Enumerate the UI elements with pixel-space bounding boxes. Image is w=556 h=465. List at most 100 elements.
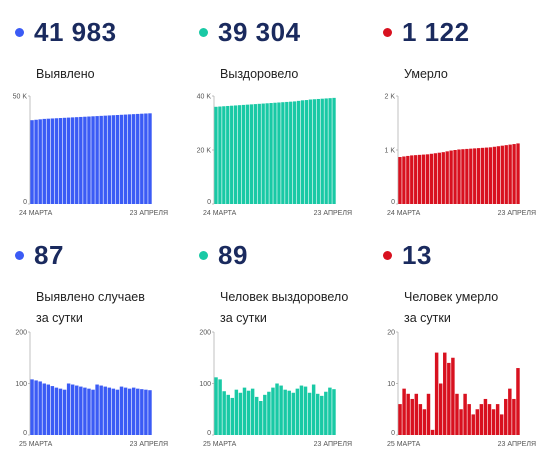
bar — [70, 384, 75, 435]
bar — [103, 115, 107, 204]
bar — [508, 388, 512, 435]
bar — [79, 116, 83, 204]
bar — [95, 116, 99, 204]
bar — [46, 384, 51, 435]
bar — [453, 150, 457, 204]
bar — [148, 390, 152, 435]
y-tick-label: 0 — [207, 199, 211, 206]
detected-chart: 0 50 K 24 МАРТА 23 АПРЕЛЯ — [13, 94, 168, 218]
detected-total: 41 983 — [34, 16, 117, 47]
bar — [473, 148, 477, 204]
bar — [483, 398, 488, 435]
bar — [107, 115, 112, 204]
bar — [488, 147, 493, 204]
detected-label: Выявлено — [36, 67, 95, 81]
bar — [463, 393, 467, 435]
bar — [226, 394, 230, 435]
bar — [457, 149, 461, 204]
bar — [324, 98, 328, 204]
y-tick-label: 40 K — [197, 94, 212, 101]
bar — [58, 388, 63, 435]
bar — [459, 409, 463, 435]
bar — [492, 146, 497, 204]
bar — [477, 148, 481, 204]
bar — [402, 156, 406, 204]
bar — [414, 393, 419, 435]
y-tick-label: 100 — [199, 381, 211, 388]
daily-detected-label: Выявлено случаев за сутки — [36, 290, 145, 325]
y-tick-label: 1 K — [384, 148, 395, 155]
y-tick-label: 0 — [23, 199, 27, 206]
x-end-label: 23 АПРЕЛЯ — [498, 441, 536, 448]
x-start-label: 24 МАРТА — [19, 210, 53, 217]
bar — [42, 383, 46, 435]
bar — [136, 113, 140, 204]
bar — [103, 386, 107, 435]
y-tick-label: 0 — [23, 430, 27, 437]
bar — [299, 385, 304, 435]
bar — [131, 387, 136, 435]
y-tick-label: 20 — [387, 330, 395, 337]
bar — [275, 383, 279, 435]
bar — [303, 386, 308, 435]
stat-header: 39 304 — [199, 17, 301, 47]
bar — [445, 151, 449, 204]
bar — [312, 99, 317, 204]
bar — [300, 100, 305, 204]
bar — [429, 153, 434, 204]
bar — [418, 404, 423, 435]
bar — [311, 384, 316, 435]
bar — [500, 145, 504, 204]
bar — [87, 388, 91, 435]
stat-header: 13 — [383, 240, 432, 270]
bar — [398, 157, 402, 204]
bar — [267, 391, 271, 435]
bar — [58, 118, 63, 204]
bar — [42, 118, 46, 204]
bar — [402, 388, 406, 435]
daily-deaths-total: 13 — [402, 239, 432, 270]
bar — [234, 389, 239, 435]
y-tick-label: 20 K — [197, 148, 212, 155]
panel-daily-deaths: 13 Человек умерло за сутки 0 10 20 25 МАРТА… — [383, 240, 556, 465]
bar — [253, 104, 257, 204]
bar — [242, 387, 247, 435]
stat-header: 1 122 — [383, 17, 470, 47]
bar — [38, 119, 42, 204]
bar — [148, 113, 152, 204]
deaths-total: 1 122 — [402, 16, 470, 47]
bar — [495, 404, 500, 435]
bar — [54, 387, 59, 435]
bar — [261, 103, 265, 204]
bar — [406, 155, 410, 204]
bar — [226, 105, 230, 204]
bar — [111, 115, 116, 204]
bar — [34, 380, 38, 435]
bar — [263, 394, 267, 435]
bar — [269, 103, 273, 204]
deaths-dot-icon — [383, 27, 392, 37]
deaths-label: Умерло — [404, 67, 448, 81]
x-end-label: 23 АПРЕЛЯ — [314, 210, 352, 217]
bar — [307, 392, 312, 435]
bar — [447, 362, 451, 435]
bar — [131, 114, 136, 204]
bar — [283, 389, 287, 435]
x-end-label: 23 АПРЕЛЯ — [130, 210, 168, 217]
bar — [324, 391, 328, 435]
daily-detected-total: 87 — [34, 239, 64, 270]
bar — [238, 392, 243, 435]
bar — [315, 393, 320, 435]
bar — [433, 153, 438, 204]
bar — [496, 146, 501, 204]
bar — [455, 393, 459, 435]
bar — [75, 117, 79, 204]
bar — [285, 101, 289, 204]
bar — [119, 114, 124, 204]
daily-recovered-dot-icon — [199, 250, 208, 260]
bar — [66, 117, 71, 204]
recovered-dot-icon — [199, 27, 208, 37]
x-start-label: 25 МАРТА — [19, 441, 53, 448]
bar — [115, 389, 120, 435]
bar — [34, 119, 38, 204]
